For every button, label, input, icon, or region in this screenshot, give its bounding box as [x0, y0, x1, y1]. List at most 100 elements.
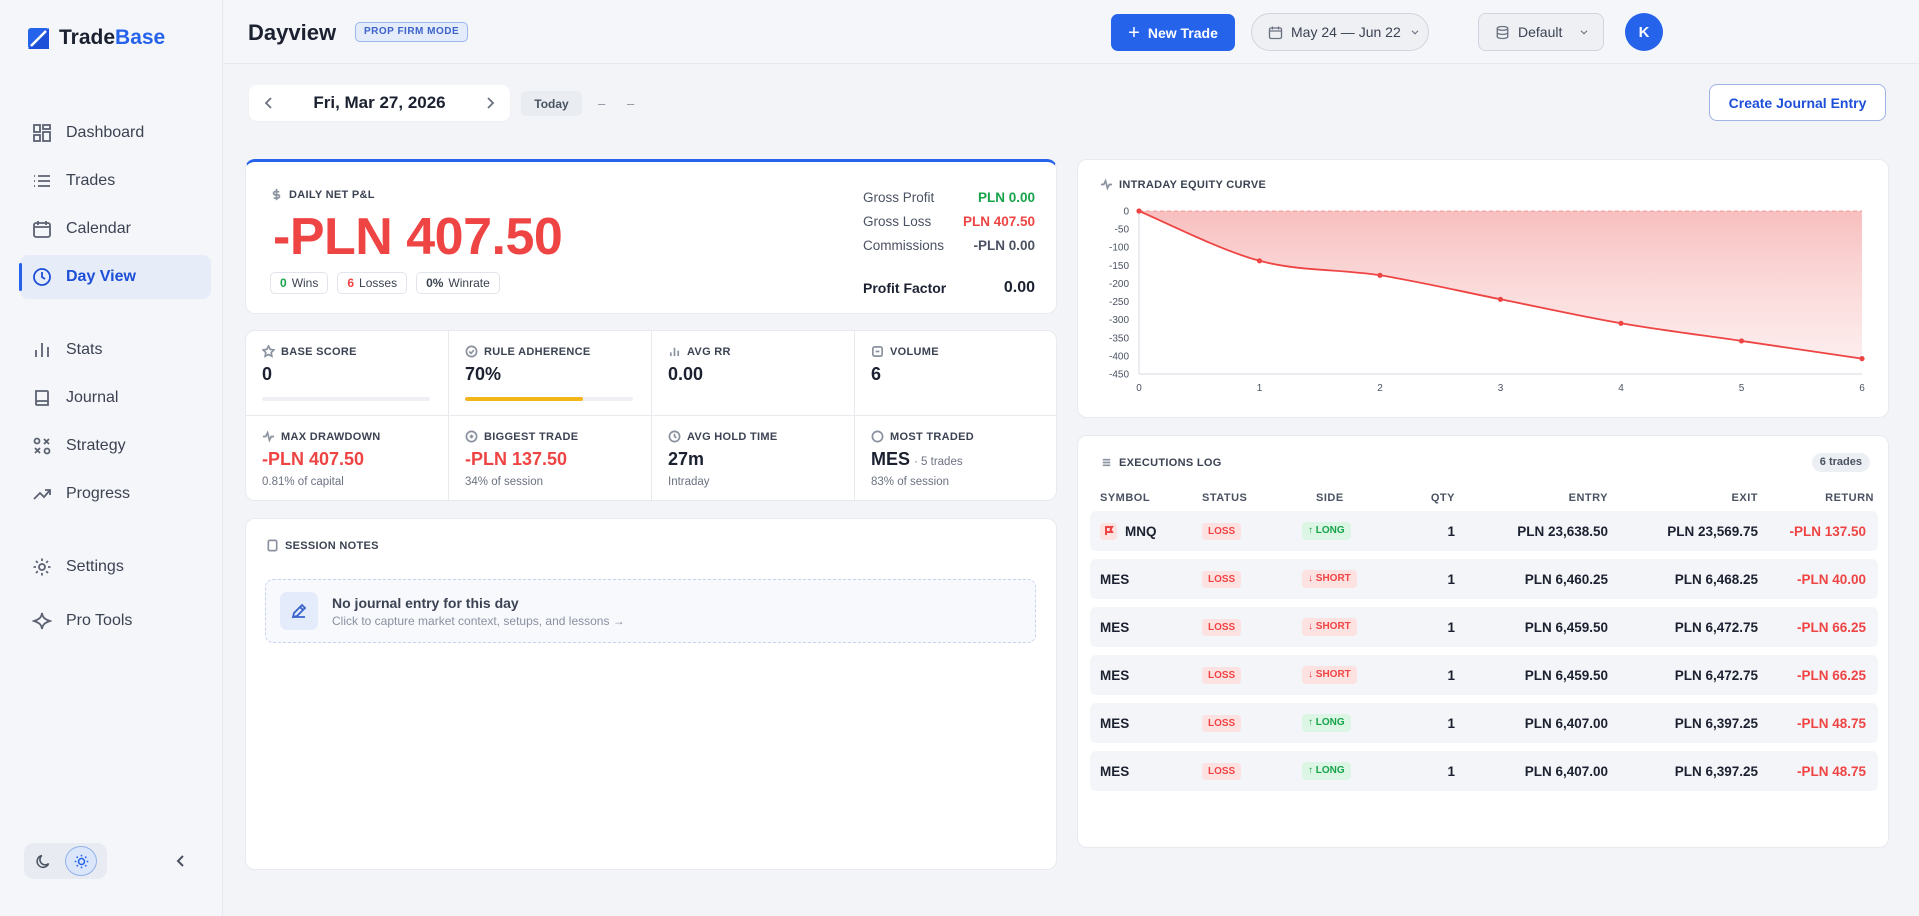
- status-badge: LOSS: [1202, 762, 1242, 780]
- sidebar-item-dashboard[interactable]: Dashboard: [20, 111, 211, 155]
- today-button[interactable]: Today: [521, 91, 582, 116]
- equity-point: [1136, 208, 1142, 214]
- sidebar-item-pro-tools[interactable]: Pro Tools: [20, 599, 211, 643]
- sidebar-item-settings[interactable]: Settings: [20, 545, 211, 589]
- bar-chart-icon: [35, 343, 49, 357]
- sidebar-item-progress[interactable]: Progress: [20, 472, 211, 516]
- y-tick-label: -400: [1109, 351, 1129, 362]
- col-qty[interactable]: QTY: [1430, 492, 1455, 504]
- pnl-breakdown: Gross Profit PLN 0.00 Gross Loss PLN 407.5…: [863, 185, 1035, 300]
- add-journal-entry-prompt[interactable]: No journal entry for this day Click to c…: [265, 579, 1036, 643]
- theme-toggle[interactable]: [24, 843, 107, 879]
- session-notes-card: SESSION NOTES No journal entry for this …: [245, 518, 1057, 870]
- activity-icon: [262, 430, 275, 443]
- clock-icon: [33, 268, 51, 286]
- side-cell: ↓ SHORT: [1302, 559, 1357, 599]
- plus-icon: +: [1128, 21, 1140, 44]
- dollar-icon: [272, 188, 281, 201]
- col-return[interactable]: RETURN: [1825, 492, 1874, 504]
- sidebar-item-label: Strategy: [66, 437, 126, 454]
- equity-point: [1256, 258, 1263, 264]
- col-exit[interactable]: EXIT: [1731, 492, 1758, 504]
- sidebar-item-day-view[interactable]: Day View: [19, 255, 211, 299]
- y-tick-label: -200: [1109, 279, 1129, 290]
- exit-cell: PLN 6,468.25: [1674, 571, 1758, 587]
- table-row[interactable]: MES LOSS ↑ LONG 1 PLN 6,407.00 PLN 6,397.25 -P…: [1090, 751, 1878, 791]
- sidebar-item-stats[interactable]: Stats: [20, 328, 211, 372]
- sidebar-item-label: Day View: [66, 268, 136, 285]
- rule-adherence-bar: [465, 397, 633, 401]
- sparkle-icon: [32, 612, 52, 630]
- brand-name-b: Base: [115, 26, 166, 49]
- status-cell: LOSS: [1202, 559, 1242, 599]
- avatar[interactable]: K: [1625, 13, 1663, 51]
- date-range-picker[interactable]: May 24 — Jun 22: [1251, 13, 1429, 51]
- return-cell: -PLN 66.25: [1796, 619, 1866, 635]
- symbol-cell: MNQ: [1100, 511, 1157, 551]
- flag-icon[interactable]: [1100, 522, 1117, 540]
- equity-point: [1738, 338, 1745, 344]
- circle-icon: [871, 430, 884, 443]
- strategy-icon: [33, 437, 51, 455]
- next-day-placeholder: –: [627, 96, 635, 111]
- metric-avg-hold-time: AVG HOLD TIME 27m Intraday: [652, 416, 855, 500]
- entry-cell: PLN 6,460.25: [1524, 571, 1608, 587]
- side-cell: ↓ SHORT: [1302, 607, 1357, 647]
- database-icon: [1496, 25, 1509, 39]
- x-tick-label: 3: [1498, 383, 1504, 394]
- gear-icon: [33, 558, 51, 576]
- status-badge: LOSS: [1202, 666, 1242, 684]
- brand-logo[interactable]: TradeBase: [28, 26, 165, 50]
- entry-cell: PLN 6,459.50: [1524, 619, 1608, 635]
- dark-mode-button[interactable]: [27, 846, 59, 876]
- date-range-value: May 24 — Jun 22: [1291, 24, 1401, 40]
- table-row[interactable]: MES LOSS ↓ SHORT 1 PLN 6,459.50 PLN 6,472.75 -…: [1090, 607, 1878, 647]
- new-trade-button[interactable]: + New Trade: [1111, 14, 1235, 51]
- chevron-left-icon[interactable]: [261, 95, 277, 111]
- trending-up-icon: [33, 489, 51, 500]
- sidebar-item-label: Journal: [66, 389, 119, 406]
- gross-loss-row: Gross Loss PLN 407.50: [863, 213, 1035, 229]
- symbol-cell: MES: [1100, 763, 1130, 779]
- account-selector[interactable]: Default: [1478, 13, 1604, 51]
- qty-cell: 1: [1447, 667, 1455, 683]
- table-row[interactable]: MES LOSS ↑ LONG 1 PLN 6,407.00 PLN 6,397.25 -P…: [1090, 703, 1878, 743]
- y-tick-label: -150: [1109, 261, 1129, 272]
- chevron-right-icon[interactable]: [482, 95, 498, 111]
- table-row[interactable]: MNQ LOSS ↑ LONG 1 PLN 23,638.50 PLN 23,569.75…: [1090, 511, 1878, 551]
- nav-secondary: Stats Journal Strategy Progress: [20, 328, 211, 516]
- col-symbol[interactable]: SYMBOL: [1100, 492, 1151, 504]
- light-mode-button[interactable]: [65, 846, 97, 876]
- status-cell: LOSS: [1202, 607, 1242, 647]
- col-status[interactable]: STATUS: [1202, 492, 1248, 504]
- qty-cell: 1: [1447, 619, 1455, 635]
- entry-cell: PLN 6,407.00: [1524, 715, 1608, 731]
- qty-cell: 1: [1447, 715, 1455, 731]
- table-row[interactable]: MES LOSS ↓ SHORT 1 PLN 6,459.50 PLN 6,472.75 -…: [1090, 655, 1878, 695]
- col-entry[interactable]: ENTRY: [1568, 492, 1608, 504]
- status-badge: LOSS: [1202, 570, 1242, 588]
- return-cell: -PLN 48.75: [1796, 763, 1866, 779]
- sidebar-item-trades[interactable]: Trades: [20, 159, 211, 203]
- create-journal-entry-button[interactable]: Create Journal Entry: [1709, 84, 1886, 121]
- star-icon: [262, 345, 275, 358]
- new-trade-label: New Trade: [1147, 24, 1218, 41]
- sidebar-item-label: Calendar: [66, 220, 131, 237]
- exit-cell: PLN 6,472.75: [1674, 667, 1758, 683]
- x-tick-label: 6: [1859, 383, 1865, 394]
- table-row[interactable]: MES LOSS ↓ SHORT 1 PLN 6,460.25 PLN 6,468.25 -…: [1090, 559, 1878, 599]
- status-cell: LOSS: [1202, 511, 1242, 551]
- sidebar-item-journal[interactable]: Journal: [20, 376, 211, 420]
- collapse-sidebar-button[interactable]: [172, 852, 190, 870]
- metric-avg-rr: AVG RR 0.00: [652, 331, 855, 416]
- exit-cell: PLN 6,397.25: [1674, 763, 1758, 779]
- bar-chart-icon: [669, 347, 680, 357]
- sidebar-item-strategy[interactable]: Strategy: [20, 424, 211, 468]
- chevron-down-icon: [1411, 30, 1419, 35]
- activity-icon: [1100, 178, 1113, 191]
- sidebar-item-calendar[interactable]: Calendar: [20, 207, 211, 251]
- col-side[interactable]: SIDE: [1316, 492, 1344, 504]
- side-badge: ↓ SHORT: [1302, 618, 1357, 636]
- gross-profit-row: Gross Profit PLN 0.00: [863, 189, 1035, 205]
- top-header: Dayview PROP FIRM MODE: [224, 0, 1919, 64]
